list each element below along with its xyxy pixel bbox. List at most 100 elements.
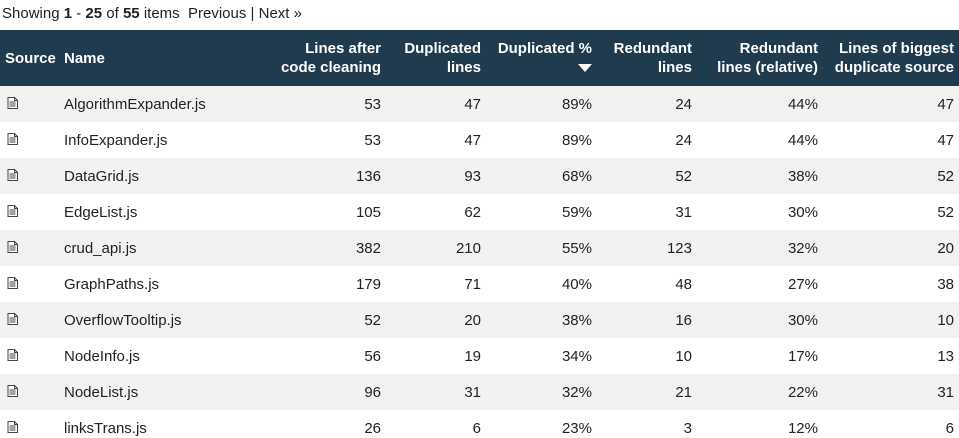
lines-after-cleaning: 382 bbox=[355, 239, 381, 257]
pager-total: 55 bbox=[122, 5, 140, 22]
lines-after-cleaning: 96 bbox=[364, 383, 381, 401]
header-duplicated-percent[interactable]: Duplicated % bbox=[486, 30, 597, 86]
duplicated-percent: 55% bbox=[561, 239, 592, 257]
duplicated-lines: 47 bbox=[464, 95, 481, 113]
pager-of-label: of bbox=[106, 5, 119, 22]
redundant-lines: 3 bbox=[683, 419, 692, 437]
source-cell bbox=[0, 158, 59, 194]
lines-after-cleaning: 53 bbox=[364, 131, 381, 149]
table-row: crud_api.js 382 210 55% 123 32% 20 bbox=[0, 230, 959, 266]
table-row: linksTrans.js 26 6 23% 3 12% 6 bbox=[0, 410, 959, 438]
header-biggest-duplicate-source[interactable]: Lines of biggest duplicate source bbox=[834, 40, 954, 76]
document-icon[interactable] bbox=[7, 312, 18, 325]
table-header-row: Source Name Lines after code cleaning Du… bbox=[0, 30, 959, 86]
duplication-table: Source Name Lines after code cleaning Du… bbox=[0, 30, 959, 438]
duplicated-percent: 89% bbox=[561, 131, 592, 149]
pager-dash: - bbox=[76, 5, 82, 22]
table-row: InfoExpander.js 53 47 89% 24 44% 47 bbox=[0, 122, 959, 158]
document-icon[interactable] bbox=[7, 204, 18, 217]
source-cell bbox=[0, 122, 59, 158]
table-row: DataGrid.js 136 93 68% 52 38% 52 bbox=[0, 158, 959, 194]
duplicated-percent: 89% bbox=[561, 95, 592, 113]
redundant-lines: 31 bbox=[675, 203, 692, 221]
document-icon[interactable] bbox=[7, 240, 18, 253]
file-name[interactable]: NodeInfo.js bbox=[64, 347, 140, 365]
biggest-duplicate-source: 47 bbox=[937, 131, 954, 149]
duplicated-percent: 32% bbox=[561, 383, 592, 401]
pager-from: 1 bbox=[63, 5, 73, 22]
file-name[interactable]: crud_api.js bbox=[64, 239, 137, 257]
pager-separator: | bbox=[250, 5, 255, 22]
lines-after-cleaning: 26 bbox=[364, 419, 381, 437]
source-cell bbox=[0, 302, 59, 338]
lines-after-cleaning: 136 bbox=[355, 167, 381, 185]
header-lines-after-cleaning[interactable]: Lines after code cleaning bbox=[280, 40, 381, 76]
redundant-lines: 24 bbox=[675, 131, 692, 149]
duplicated-percent: 23% bbox=[561, 419, 592, 437]
redundant-lines: 21 bbox=[675, 383, 692, 401]
source-cell bbox=[0, 230, 59, 266]
biggest-duplicate-source: 20 bbox=[937, 239, 954, 257]
file-name[interactable]: linksTrans.js bbox=[64, 419, 147, 437]
biggest-duplicate-source: 6 bbox=[945, 419, 954, 437]
table-row: GraphPaths.js 179 71 40% 48 27% 38 bbox=[0, 266, 959, 302]
file-name[interactable]: AlgorithmExpander.js bbox=[64, 95, 206, 113]
file-name[interactable]: EdgeList.js bbox=[64, 203, 138, 221]
redundant-lines-relative: 30% bbox=[787, 311, 818, 329]
header-name[interactable]: Name bbox=[64, 49, 105, 67]
lines-after-cleaning: 179 bbox=[355, 275, 381, 293]
document-icon[interactable] bbox=[7, 276, 18, 289]
document-icon[interactable] bbox=[7, 420, 18, 433]
document-icon[interactable] bbox=[7, 348, 18, 361]
source-cell bbox=[0, 374, 59, 410]
biggest-duplicate-source: 47 bbox=[937, 95, 954, 113]
pager-to: 25 bbox=[85, 5, 103, 22]
document-icon[interactable] bbox=[7, 132, 18, 145]
redundant-lines: 10 bbox=[675, 347, 692, 365]
source-cell bbox=[0, 410, 59, 438]
biggest-duplicate-source: 52 bbox=[937, 203, 954, 221]
table-row: NodeInfo.js 56 19 34% 10 17% 13 bbox=[0, 338, 959, 374]
duplicated-percent: 68% bbox=[561, 167, 592, 185]
document-icon[interactable] bbox=[7, 96, 18, 109]
duplicated-lines: 62 bbox=[464, 203, 481, 221]
header-redundant-lines-relative[interactable]: Redundant lines (relative) bbox=[717, 40, 818, 76]
file-name[interactable]: OverflowTooltip.js bbox=[64, 311, 182, 329]
duplicated-percent: 59% bbox=[561, 203, 592, 221]
biggest-duplicate-source: 10 bbox=[937, 311, 954, 329]
duplicated-lines: 6 bbox=[472, 419, 481, 437]
header-source[interactable]: Source bbox=[5, 49, 56, 67]
file-name[interactable]: InfoExpander.js bbox=[64, 131, 168, 149]
header-redundant-lines[interactable]: Redundant lines bbox=[613, 40, 692, 76]
duplicated-percent: 34% bbox=[561, 347, 592, 365]
file-name[interactable]: GraphPaths.js bbox=[64, 275, 160, 293]
duplicated-lines: 20 bbox=[464, 311, 481, 329]
pagination-bar: Showing 1 - 25 of 55 items Previous | Ne… bbox=[0, 0, 959, 30]
redundant-lines-relative: 30% bbox=[787, 203, 818, 221]
table-row: NodeList.js 96 31 32% 21 22% 31 bbox=[0, 374, 959, 410]
document-icon[interactable] bbox=[7, 384, 18, 397]
duplicated-percent: 40% bbox=[561, 275, 592, 293]
sort-descending-icon bbox=[578, 64, 592, 73]
document-icon[interactable] bbox=[7, 168, 18, 181]
duplicated-lines: 47 bbox=[464, 131, 481, 149]
duplicated-lines: 210 bbox=[455, 239, 481, 257]
duplicated-percent: 38% bbox=[561, 311, 592, 329]
biggest-duplicate-source: 38 bbox=[937, 275, 954, 293]
file-name[interactable]: DataGrid.js bbox=[64, 167, 140, 185]
next-page-link[interactable]: Next » bbox=[258, 5, 302, 22]
redundant-lines-relative: 12% bbox=[787, 419, 818, 437]
duplicated-lines: 93 bbox=[464, 167, 481, 185]
pager-showing-label: Showing bbox=[2, 5, 60, 22]
source-cell bbox=[0, 194, 59, 230]
lines-after-cleaning: 56 bbox=[364, 347, 381, 365]
redundant-lines-relative: 38% bbox=[787, 167, 818, 185]
biggest-duplicate-source: 13 bbox=[937, 347, 954, 365]
source-cell bbox=[0, 266, 59, 302]
file-name[interactable]: NodeList.js bbox=[64, 383, 139, 401]
source-cell bbox=[0, 86, 59, 122]
duplicated-lines: 19 bbox=[464, 347, 481, 365]
header-duplicated-lines[interactable]: Duplicated lines bbox=[404, 40, 481, 76]
previous-page-link[interactable]: Previous bbox=[188, 5, 247, 22]
redundant-lines: 123 bbox=[666, 239, 692, 257]
